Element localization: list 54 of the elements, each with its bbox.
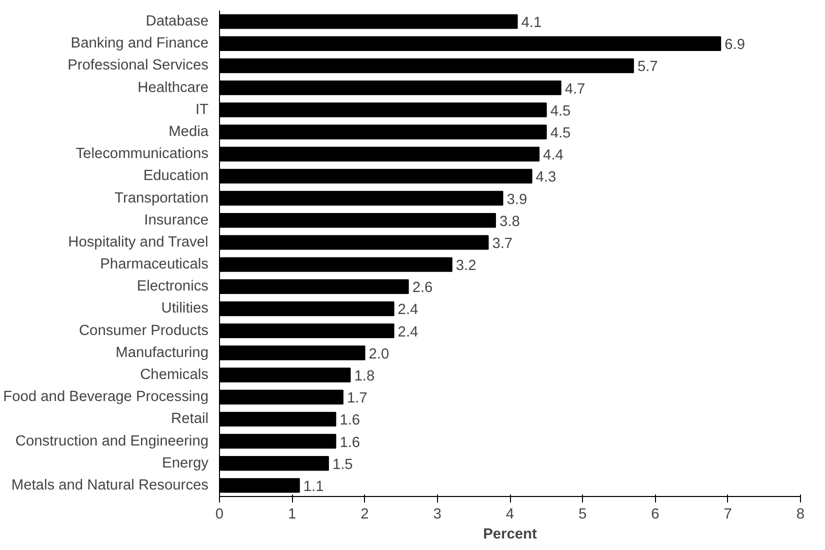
- y-tick-label: Manufacturing: [116, 344, 209, 361]
- x-tick-label: 0: [215, 506, 224, 522]
- y-tick-label: Food and Beverage Processing: [3, 389, 209, 406]
- y-tick-label: Professional Services: [68, 58, 209, 74]
- y-tick-label: Telecommunications: [76, 146, 208, 162]
- x-tick-label: 2: [360, 506, 369, 522]
- data-label: 2.6: [412, 280, 433, 296]
- data-label: 5.7: [637, 59, 658, 76]
- data-label: 4.5: [550, 103, 571, 120]
- data-label: 4.1: [521, 15, 542, 32]
- y-tick-label: Retail: [171, 411, 209, 428]
- data-label: 3.2: [456, 258, 476, 274]
- x-tick-label: 7: [724, 506, 732, 522]
- y-tick-label: Healthcare: [138, 80, 209, 96]
- data-label: 1.8: [354, 368, 375, 384]
- y-tick-label: Hospitality and Travel: [68, 234, 208, 250]
- x-tick-label: 1: [288, 506, 296, 522]
- data-label: 3.9: [506, 192, 528, 208]
- data-label: 6.9: [724, 37, 745, 54]
- data-label: 4.3: [536, 170, 556, 186]
- y-tick-label: Electronics: [136, 278, 209, 295]
- x-axis-title: Percent: [483, 526, 537, 542]
- data-label: 4.4: [543, 148, 564, 164]
- data-label: 2.0: [368, 346, 390, 362]
- data-label: 1.6: [340, 434, 360, 451]
- x-tick-label: 3: [433, 506, 442, 522]
- y-tick-label: Consumer Products: [78, 322, 209, 339]
- y-tick-label: IT: [195, 102, 209, 118]
- y-tick-label: Construction and Engineering: [15, 433, 209, 450]
- y-tick-label: Education: [143, 168, 208, 184]
- data-label: 1.5: [332, 456, 353, 473]
- data-label: 2.4: [398, 302, 418, 318]
- data-label: 3.7: [492, 236, 513, 252]
- data-label: 3.8: [499, 214, 520, 230]
- data-label: 1.6: [340, 412, 360, 429]
- y-tick-label: Utilities: [161, 300, 208, 317]
- y-tick-label: Pharmaceuticals: [100, 256, 209, 273]
- x-tick-label: 5: [578, 506, 587, 522]
- data-label: 4.5: [550, 126, 571, 142]
- x-tick-label: 6: [651, 506, 660, 522]
- x-tick-label: 8: [796, 506, 805, 522]
- data-label: 2.4: [398, 324, 418, 340]
- y-tick-label: Chemicals: [140, 367, 209, 383]
- data-label: 1.7: [346, 390, 368, 407]
- y-tick-label: Banking and Finance: [70, 36, 208, 52]
- y-tick-label: Media: [168, 124, 210, 140]
- y-tick-label: Database: [146, 14, 209, 30]
- x-tick-label: 4: [506, 506, 514, 522]
- y-tick-label: Transportation: [114, 190, 209, 206]
- data-label: 1.1: [303, 478, 324, 495]
- y-tick-label: Insurance: [144, 212, 209, 228]
- y-tick-label: Energy: [162, 455, 210, 472]
- data-label: 4.7: [564, 81, 586, 98]
- y-tick-label: Metals and Natural Resources: [11, 477, 209, 494]
